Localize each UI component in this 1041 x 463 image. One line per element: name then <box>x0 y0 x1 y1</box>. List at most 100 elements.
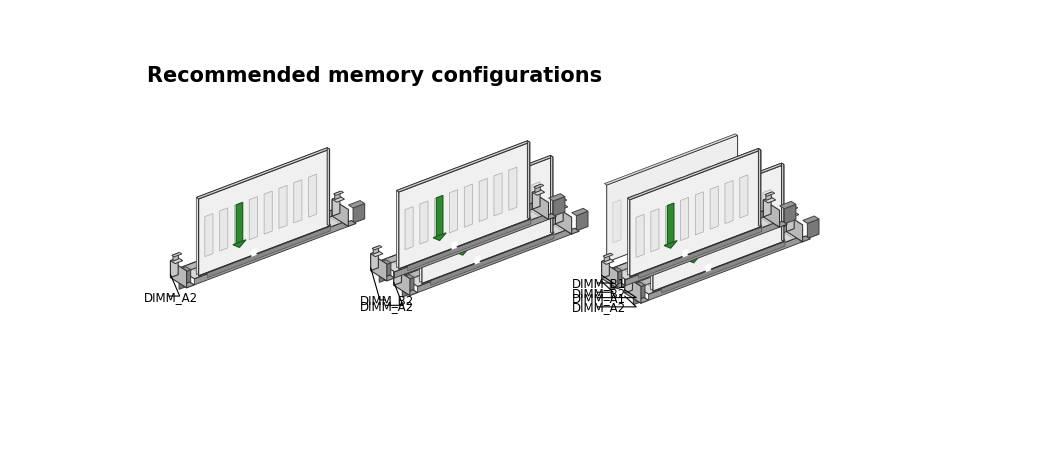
Polygon shape <box>220 208 228 251</box>
Polygon shape <box>532 193 549 220</box>
Polygon shape <box>402 218 556 283</box>
Polygon shape <box>613 283 626 289</box>
Polygon shape <box>207 225 331 278</box>
Polygon shape <box>485 247 503 255</box>
Polygon shape <box>473 205 481 248</box>
Polygon shape <box>678 269 695 278</box>
Polygon shape <box>687 256 701 263</box>
Polygon shape <box>748 196 756 239</box>
Polygon shape <box>695 192 704 235</box>
Polygon shape <box>695 192 704 235</box>
Polygon shape <box>780 202 796 209</box>
Polygon shape <box>294 180 302 223</box>
Polygon shape <box>786 212 798 218</box>
Polygon shape <box>808 219 819 239</box>
Polygon shape <box>397 142 530 193</box>
Polygon shape <box>554 197 565 217</box>
Polygon shape <box>740 175 747 219</box>
Polygon shape <box>625 274 633 294</box>
Polygon shape <box>763 190 771 233</box>
Polygon shape <box>605 135 738 186</box>
Text: DIMM_B1: DIMM_B1 <box>572 277 626 290</box>
Polygon shape <box>763 198 776 203</box>
Polygon shape <box>397 142 528 268</box>
Polygon shape <box>396 261 405 265</box>
Polygon shape <box>549 194 565 201</box>
Text: Recommended memory configurations: Recommended memory configurations <box>147 66 602 86</box>
Polygon shape <box>629 282 645 290</box>
Polygon shape <box>657 183 665 226</box>
Polygon shape <box>636 298 649 304</box>
Polygon shape <box>375 260 390 268</box>
Polygon shape <box>405 290 417 296</box>
Polygon shape <box>664 241 678 249</box>
Polygon shape <box>308 175 316 218</box>
Polygon shape <box>609 211 780 280</box>
Polygon shape <box>344 221 356 227</box>
Polygon shape <box>178 211 332 275</box>
Polygon shape <box>199 220 331 272</box>
Polygon shape <box>704 213 712 256</box>
Polygon shape <box>638 226 762 279</box>
Polygon shape <box>400 213 531 265</box>
Polygon shape <box>610 271 621 290</box>
Polygon shape <box>464 185 473 228</box>
Polygon shape <box>662 240 785 294</box>
Polygon shape <box>690 218 697 259</box>
Polygon shape <box>763 198 771 218</box>
Polygon shape <box>398 275 414 282</box>
Polygon shape <box>630 150 761 277</box>
Polygon shape <box>786 212 794 232</box>
Polygon shape <box>759 149 761 227</box>
Polygon shape <box>393 266 402 286</box>
Polygon shape <box>655 255 671 263</box>
Polygon shape <box>456 248 469 256</box>
Text: DIMM_A2: DIMM_A2 <box>360 299 414 312</box>
Polygon shape <box>654 235 785 287</box>
Polygon shape <box>197 148 330 200</box>
Polygon shape <box>766 193 771 201</box>
Polygon shape <box>517 188 526 231</box>
Polygon shape <box>710 187 718 230</box>
Polygon shape <box>171 258 183 264</box>
Polygon shape <box>431 233 554 286</box>
Polygon shape <box>706 263 711 273</box>
Polygon shape <box>422 157 553 284</box>
Polygon shape <box>301 225 318 233</box>
Polygon shape <box>178 211 349 279</box>
Polygon shape <box>543 214 556 220</box>
Polygon shape <box>630 221 762 273</box>
Polygon shape <box>782 164 784 242</box>
Polygon shape <box>602 259 614 265</box>
Polygon shape <box>784 205 796 225</box>
Polygon shape <box>628 149 761 200</box>
Polygon shape <box>681 198 689 241</box>
Polygon shape <box>628 194 636 238</box>
Polygon shape <box>436 196 442 237</box>
Polygon shape <box>532 190 544 196</box>
Polygon shape <box>649 236 803 300</box>
Polygon shape <box>532 190 540 210</box>
Polygon shape <box>630 150 761 277</box>
Polygon shape <box>665 204 674 247</box>
Polygon shape <box>558 200 563 208</box>
Polygon shape <box>602 262 617 289</box>
Polygon shape <box>557 199 567 204</box>
Polygon shape <box>435 196 442 239</box>
Polygon shape <box>371 251 378 271</box>
Polygon shape <box>725 181 733 224</box>
Polygon shape <box>607 136 738 263</box>
Polygon shape <box>372 246 382 250</box>
Polygon shape <box>251 248 257 257</box>
Polygon shape <box>636 215 644 258</box>
Polygon shape <box>786 215 803 242</box>
Polygon shape <box>197 148 327 275</box>
Polygon shape <box>725 181 733 224</box>
Polygon shape <box>450 190 458 233</box>
Polygon shape <box>442 216 451 259</box>
Polygon shape <box>651 209 659 252</box>
Polygon shape <box>249 197 257 240</box>
Polygon shape <box>625 276 641 304</box>
Polygon shape <box>424 247 441 255</box>
Polygon shape <box>373 246 379 255</box>
